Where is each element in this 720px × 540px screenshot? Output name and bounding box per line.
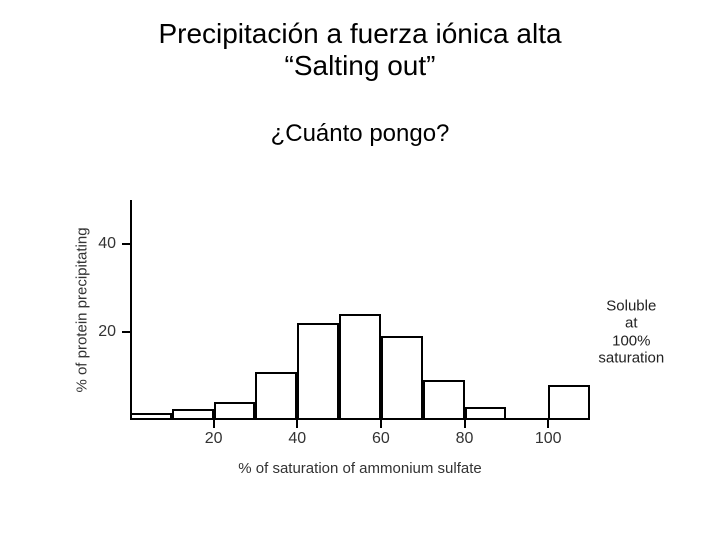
- x-axis-label: % of saturation of ammonium sulfate: [238, 460, 481, 477]
- y-axis: [130, 200, 132, 420]
- x-tick-label: 40: [288, 430, 306, 448]
- y-tick-label: 40: [98, 235, 116, 253]
- bar: [423, 380, 465, 420]
- x-tick-label: 100: [535, 430, 562, 448]
- chart-annotation: Soluble at100%saturation: [598, 298, 664, 367]
- bar: [255, 372, 297, 420]
- y-tick: [122, 331, 130, 333]
- y-tick-label: 20: [98, 323, 116, 341]
- bar: [297, 323, 339, 420]
- title-line-1: Precipitación a fuerza iónica alta: [0, 18, 720, 50]
- bar: [548, 385, 590, 420]
- x-tick: [213, 420, 215, 428]
- bar: [339, 314, 381, 420]
- x-tick: [464, 420, 466, 428]
- slide: Precipitación a fuerza iónica alta “Salt…: [0, 0, 720, 540]
- bar: [381, 336, 423, 420]
- x-tick: [380, 420, 382, 428]
- slide-subtitle: ¿Cuánto pongo?: [0, 120, 720, 148]
- x-tick-label: 60: [372, 430, 390, 448]
- title-line-2: “Salting out”: [0, 50, 720, 82]
- y-axis-label: % of protein precipitating: [74, 227, 91, 392]
- slide-title: Precipitación a fuerza iónica alta “Salt…: [0, 18, 720, 82]
- bar: [214, 402, 256, 420]
- x-tick: [296, 420, 298, 428]
- chart-plot-area: % of protein precipitating % of saturati…: [130, 200, 590, 420]
- annotation-line: Soluble at: [598, 298, 664, 333]
- annotation-line: saturation: [598, 349, 664, 366]
- bar: [130, 413, 172, 420]
- bar: [465, 407, 507, 420]
- chart-container: % of protein precipitating % of saturati…: [70, 190, 660, 480]
- annotation-line: 100%: [598, 332, 664, 349]
- bar: [172, 409, 214, 420]
- x-tick: [547, 420, 549, 428]
- x-tick-label: 20: [205, 430, 223, 448]
- y-tick: [122, 243, 130, 245]
- x-tick-label: 80: [456, 430, 474, 448]
